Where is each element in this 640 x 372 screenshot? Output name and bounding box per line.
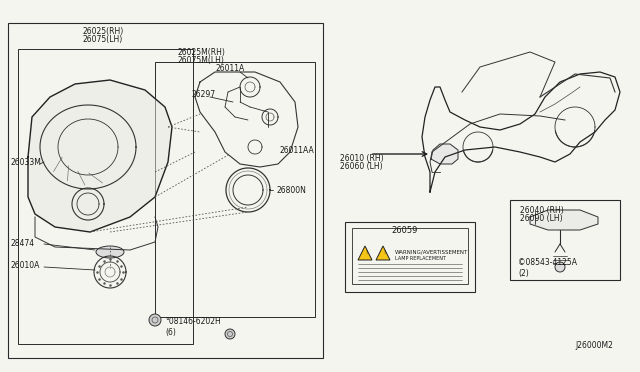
Text: 26090 (LH): 26090 (LH) [520,214,563,222]
Bar [345,222,475,292]
Text: 26010 (RH): 26010 (RH) [340,154,383,163]
Polygon shape [530,210,598,230]
Text: J26000M2: J26000M2 [575,341,613,350]
Bar [18,49,193,344]
Text: WARNING/AVERTISSEMENT: WARNING/AVERTISSEMENT [395,250,468,254]
Polygon shape [358,246,372,260]
Text: 26059: 26059 [392,225,418,234]
Ellipse shape [96,246,124,258]
Circle shape [225,329,235,339]
Text: !: ! [365,250,367,256]
Bar [155,62,315,317]
Circle shape [149,314,161,326]
Bar [510,200,620,280]
Text: 26033M: 26033M [10,157,41,167]
Text: 26011AA: 26011AA [280,145,315,154]
Text: ©08543-4125A
(2): ©08543-4125A (2) [518,258,577,278]
Text: 26010A: 26010A [10,262,40,270]
Polygon shape [431,144,458,164]
Bar [8,23,323,358]
Text: 26025M(RH): 26025M(RH) [178,48,226,57]
Text: 26040 (RH): 26040 (RH) [520,205,564,215]
Text: °08146-6202H
(6): °08146-6202H (6) [165,317,221,337]
Text: 28474: 28474 [10,240,34,248]
Polygon shape [376,246,390,260]
Text: 26075M(LH): 26075M(LH) [178,55,225,64]
Text: !: ! [383,250,385,256]
Text: 26297: 26297 [192,90,216,99]
Text: 26800N: 26800N [277,186,307,195]
Text: LAMP REPLACEMENT: LAMP REPLACEMENT [395,256,446,260]
Polygon shape [28,80,172,232]
Text: 26075(LH): 26075(LH) [82,35,122,44]
Bar [352,228,468,284]
Circle shape [555,262,565,272]
Text: 26025(RH): 26025(RH) [82,26,124,35]
Text: 26060 (LH): 26060 (LH) [340,161,383,170]
Text: 26011A: 26011A [215,64,244,73]
